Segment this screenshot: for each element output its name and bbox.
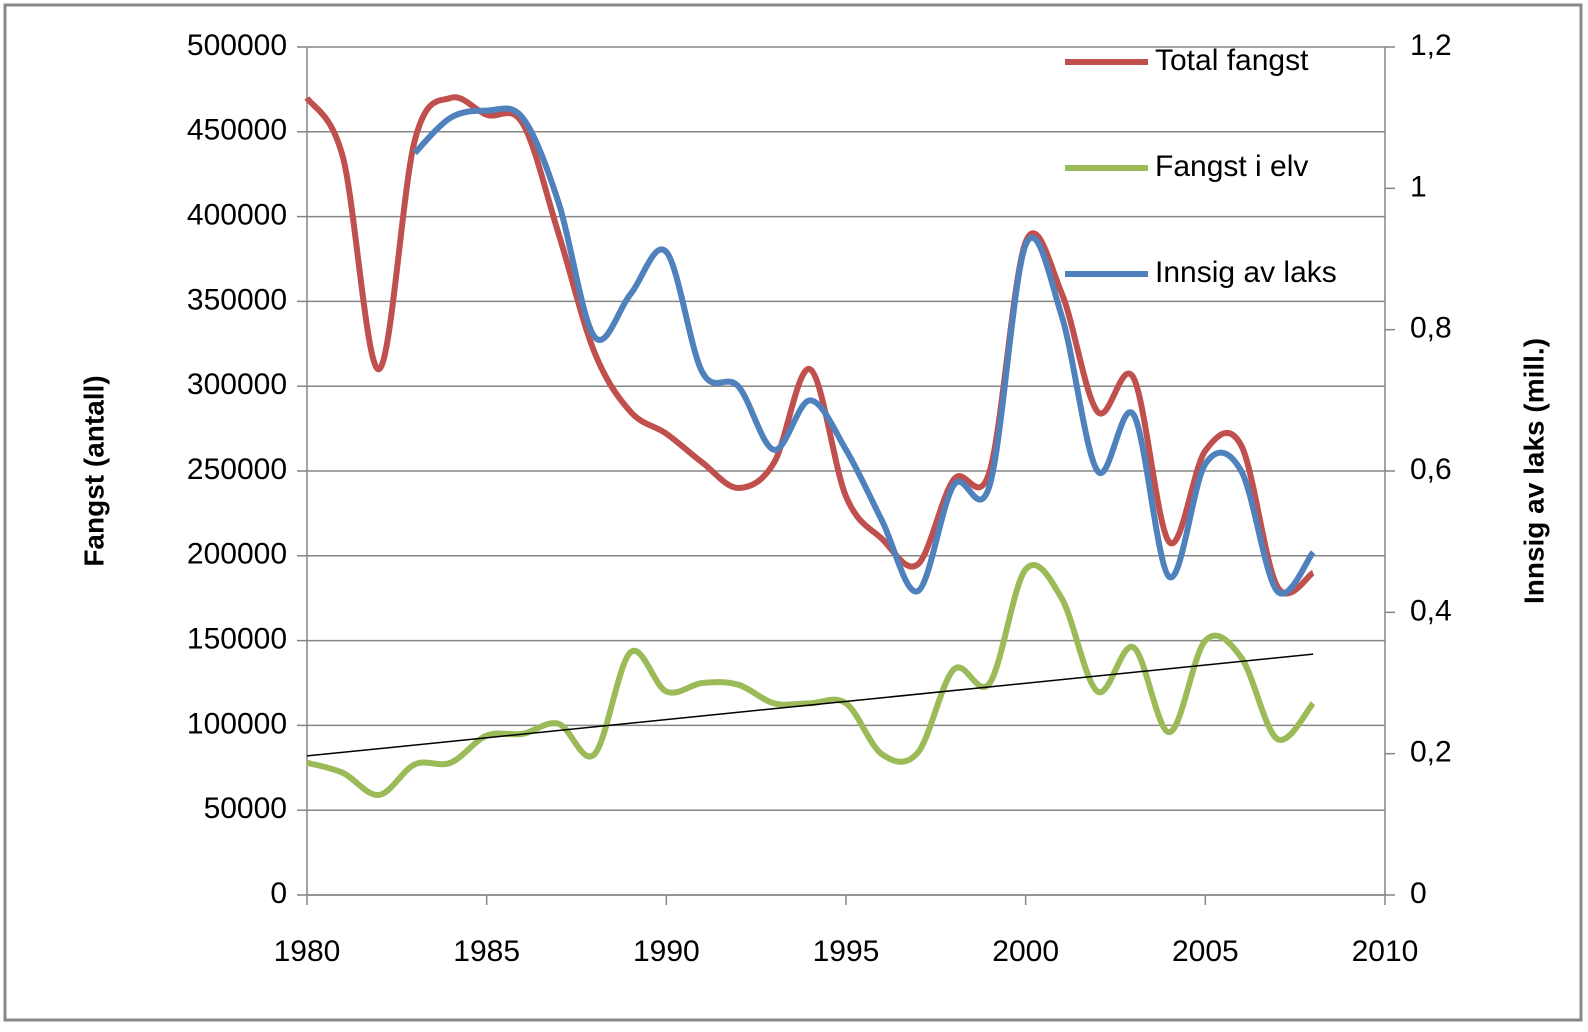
y-tick-label: 0 xyxy=(270,877,287,910)
x-tick-label: 2000 xyxy=(992,935,1059,968)
legend-label: Fangst i elv xyxy=(1155,150,1308,183)
y2-tick-label: 0,6 xyxy=(1410,453,1452,486)
y-tick-label: 350000 xyxy=(187,283,287,316)
series-line xyxy=(304,94,1315,597)
x-tick-label: 1990 xyxy=(633,935,700,968)
y2-axis-title: Innsig av laks (mill.) xyxy=(1518,338,1549,604)
y2-tick-label: 0,4 xyxy=(1410,594,1452,627)
y-tick-label: 500000 xyxy=(187,29,287,62)
series-line xyxy=(306,562,1316,798)
y-tick-label: 200000 xyxy=(187,538,287,571)
y-tick-label: 400000 xyxy=(187,199,287,232)
y2-tick-label: 0,2 xyxy=(1410,736,1452,769)
y-tick-label: 450000 xyxy=(187,114,287,147)
y-tick-label: 300000 xyxy=(187,368,287,401)
y-tick-label: 150000 xyxy=(187,623,287,656)
y2-tick-label: 0 xyxy=(1410,877,1427,910)
series-line xyxy=(412,105,1316,597)
x-tick-label: 1995 xyxy=(813,935,880,968)
x-tick-label: 1980 xyxy=(274,935,341,968)
x-tick-label: 2005 xyxy=(1172,935,1239,968)
trend-line xyxy=(306,653,1314,757)
y2-tick-label: 1 xyxy=(1410,170,1427,203)
y-tick-label: 100000 xyxy=(187,707,287,740)
y-axis-title: Fangst (antall) xyxy=(78,375,109,566)
y2-tick-label: 0,8 xyxy=(1410,312,1452,345)
x-tick-label: 1985 xyxy=(453,935,520,968)
chart-frame xyxy=(3,3,1583,1022)
y-tick-label: 250000 xyxy=(187,453,287,486)
legend-label: Innsig av laks xyxy=(1155,256,1337,289)
x-tick-label: 2010 xyxy=(1352,935,1419,968)
y2-tick-label: 1,2 xyxy=(1410,29,1452,62)
y-tick-label: 50000 xyxy=(204,792,287,825)
legend-label: Total fangst xyxy=(1155,44,1309,77)
